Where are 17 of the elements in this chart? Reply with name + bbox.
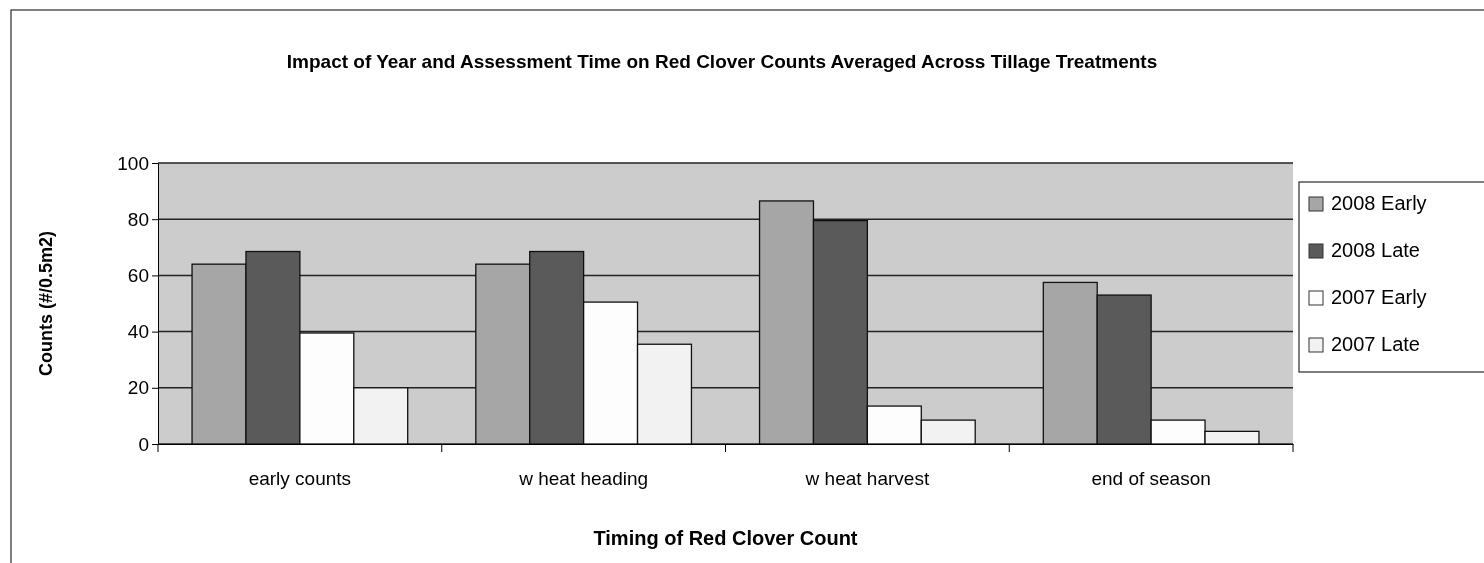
y-tick-label: 100 <box>117 152 149 174</box>
x-tick-label: early counts <box>248 468 352 490</box>
y-tick-label: 20 <box>127 377 149 399</box>
y-tick-label: 0 <box>138 433 149 455</box>
y-tick-label: 80 <box>127 208 149 230</box>
y-tick-label: 40 <box>127 321 149 343</box>
x-tick-label: w heat heading <box>518 468 649 490</box>
chart-title: Impact of Year and Assessment Time on Red Clover Counts Averaged Across Tillage Treatments <box>286 51 1158 72</box>
x-tick-label: w heat harvest <box>804 468 930 490</box>
legend-label: 2008 Early <box>1331 192 1427 214</box>
legend-label: 2008 Late <box>1331 239 1420 261</box>
legend-label: 2007 Late <box>1331 333 1420 355</box>
y-axis-title: Counts (#/0.5m2) <box>36 230 56 377</box>
y-tick-label: 60 <box>127 264 149 286</box>
x-axis-title: Timing of Red Clover Count <box>593 527 858 549</box>
x-tick-label: end of season <box>1091 468 1211 490</box>
legend-label: 2007 Early <box>1331 286 1427 308</box>
